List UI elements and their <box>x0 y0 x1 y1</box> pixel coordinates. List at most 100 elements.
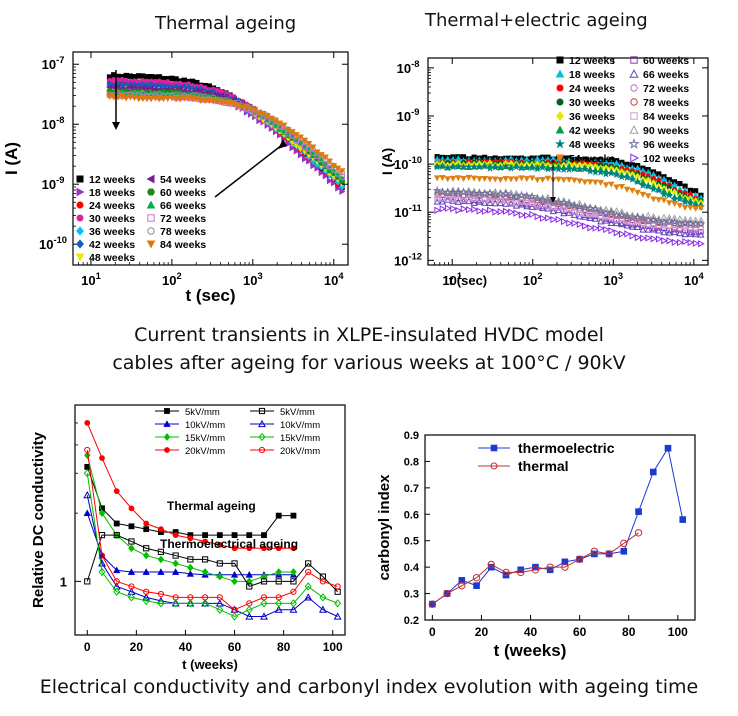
legend-item-72-weeks: 72 weeks <box>630 83 689 95</box>
x-tick-label: 103 <box>243 271 263 288</box>
data-point <box>617 172 626 181</box>
data-point <box>186 570 194 577</box>
data-point <box>275 594 282 601</box>
data-point <box>305 141 313 148</box>
data-point <box>334 599 342 608</box>
data-point <box>554 196 563 204</box>
data-point <box>597 205 605 213</box>
series-electric-15kv-mm <box>83 469 342 621</box>
data-point <box>665 191 674 199</box>
data-point <box>681 215 689 223</box>
data-point <box>654 186 663 194</box>
data-point <box>338 168 346 175</box>
data-point <box>502 197 509 204</box>
data-point <box>495 189 506 199</box>
data-point <box>164 95 172 102</box>
data-point <box>560 217 568 226</box>
data-point <box>338 175 346 182</box>
data-point <box>309 144 317 151</box>
panel-title-thermoelectric: Thermal+electric ageing <box>425 10 648 31</box>
data-point <box>580 165 589 173</box>
data-point <box>675 194 684 203</box>
data-point <box>474 188 484 198</box>
data-point <box>665 229 673 236</box>
data-point <box>455 206 463 215</box>
data-point <box>507 164 515 172</box>
data-point <box>560 177 568 184</box>
data-point <box>122 95 130 102</box>
series-thermal-5kv-mm <box>84 463 297 539</box>
data-point <box>319 578 327 585</box>
data-point <box>459 187 469 196</box>
data-point <box>202 538 208 545</box>
data-point <box>485 188 495 197</box>
y-axis-label: carbonyl index <box>376 474 393 581</box>
data-point <box>638 181 647 189</box>
data-point <box>545 214 552 222</box>
data-point <box>644 182 653 190</box>
data-point <box>534 212 542 221</box>
caption-middle-line1: Current transients in XLPE-insulated HVD… <box>134 324 604 346</box>
legend-marker <box>146 174 155 184</box>
data-point <box>465 197 473 205</box>
series-thermoelectric <box>429 444 687 608</box>
data-point <box>649 212 658 220</box>
data-point <box>664 216 674 226</box>
data-point <box>443 589 451 598</box>
data-point <box>197 97 205 105</box>
data-point <box>571 208 578 215</box>
data-point <box>113 587 121 596</box>
data-point <box>449 186 457 193</box>
data-point <box>231 577 238 586</box>
legend-label: 48 weeks <box>89 252 135 264</box>
y-tick-label: 10-8 <box>397 59 420 76</box>
data-point <box>209 98 217 105</box>
data-point <box>661 237 668 245</box>
data-point <box>655 197 662 204</box>
data-point <box>301 155 309 163</box>
legend-item-thermoelectric: thermoelectric <box>478 440 615 456</box>
data-point <box>539 198 546 205</box>
data-point <box>83 469 91 478</box>
legend-label: 42 weeks <box>569 125 615 137</box>
data-point <box>613 184 620 191</box>
data-point <box>318 605 327 613</box>
data-point <box>187 563 194 572</box>
data-point <box>687 238 695 247</box>
data-point <box>601 208 611 218</box>
data-point <box>555 215 563 224</box>
legend-label: 48 weeks <box>569 139 615 151</box>
data-point <box>127 568 136 575</box>
data-point <box>586 179 594 186</box>
data-point <box>444 196 451 203</box>
y-tick-label: 0.2 <box>404 615 419 627</box>
data-point <box>590 547 599 555</box>
data-point <box>623 186 631 193</box>
legend-label: 36 weeks <box>569 111 615 123</box>
data-point <box>450 205 457 213</box>
data-point <box>650 235 658 243</box>
legend-item-30-weeks: 30 weeks <box>556 97 615 109</box>
data-point <box>113 578 120 585</box>
data-point <box>492 197 499 204</box>
data-point <box>143 96 151 103</box>
data-point <box>439 175 446 182</box>
legend-item-102-weeks: 102 weeks <box>630 153 695 165</box>
y-tick-label: 10-8 <box>42 115 65 132</box>
data-point <box>180 95 188 102</box>
data-point <box>517 568 525 577</box>
legend-item-electric-5kv-mm: 5kV/mm <box>250 407 315 418</box>
legend-item-42-weeks: 42 weeks <box>555 125 615 137</box>
data-point <box>634 529 643 537</box>
data-point <box>470 175 478 182</box>
legend-marker <box>76 187 85 197</box>
legend-marker <box>163 433 171 441</box>
data-point <box>497 208 505 216</box>
legend: thermoelectric thermal <box>478 440 615 474</box>
data-point <box>580 203 590 212</box>
data-point <box>444 176 451 183</box>
series-thermal-15kv-mm <box>84 451 297 586</box>
data-point <box>476 196 483 202</box>
data-point <box>531 566 540 574</box>
legend-label: 5kV/mm <box>185 407 220 418</box>
